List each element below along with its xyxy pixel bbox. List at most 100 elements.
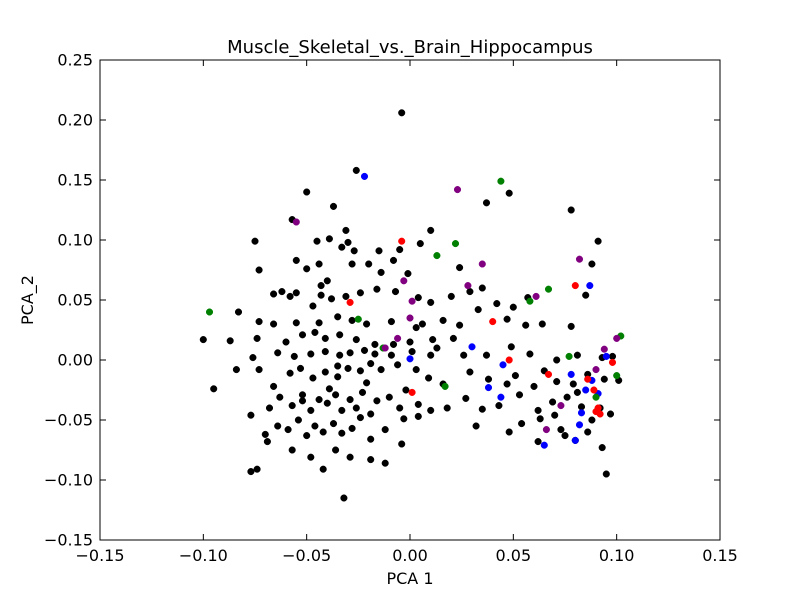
y-axis-label: PCA_2 [18, 275, 38, 325]
point-black [567, 322, 575, 330]
point-blue [582, 386, 590, 394]
point-black [367, 410, 375, 418]
point-black [427, 351, 435, 359]
point-black [427, 298, 435, 306]
point-black [309, 302, 317, 310]
point-green [544, 285, 553, 293]
point-black [414, 294, 422, 302]
point-black [538, 320, 546, 328]
point-black [482, 351, 491, 359]
point-black [522, 321, 530, 329]
point-black [460, 351, 468, 359]
point-black [553, 356, 561, 364]
point-black [462, 394, 470, 402]
point-black [363, 320, 371, 328]
point-black [427, 406, 435, 414]
point-black [573, 351, 581, 359]
point-black [332, 391, 340, 399]
point-black [594, 237, 602, 245]
point-black [557, 426, 565, 434]
point-black [478, 405, 486, 413]
point-black [443, 404, 451, 412]
point-red [590, 386, 598, 394]
point-black [290, 352, 298, 360]
point-black [503, 380, 511, 388]
point-blue [484, 384, 493, 392]
point-purple [575, 255, 584, 263]
point-black [466, 368, 474, 376]
point-purple [400, 277, 408, 285]
point-black [329, 202, 338, 210]
point-black [336, 331, 344, 339]
x-tick-label: 0.10 [599, 546, 635, 565]
point-purple [406, 314, 414, 322]
point-purple [381, 344, 389, 352]
point-blue [497, 393, 505, 401]
point-black [553, 378, 561, 386]
y-tick-label: 0.10 [57, 231, 93, 250]
point-blue [602, 352, 610, 360]
point-black [484, 375, 493, 383]
point-black [334, 313, 342, 321]
point-black [344, 364, 352, 372]
point-black [298, 391, 307, 399]
point-black [323, 277, 331, 285]
point-red [408, 388, 416, 396]
point-black [598, 444, 606, 452]
y-tick-label: −0.10 [44, 471, 93, 490]
point-black [303, 265, 311, 273]
point-blue [577, 409, 586, 417]
point-black [321, 334, 329, 342]
point-black [367, 435, 375, 443]
point-black [427, 226, 435, 234]
point-purple [453, 186, 462, 194]
point-black [536, 415, 544, 423]
point-blue [499, 361, 507, 369]
point-black [551, 411, 559, 419]
y-tick-label: 0.25 [57, 51, 93, 70]
point-black [253, 334, 261, 342]
point-black [298, 331, 307, 339]
point-black [584, 428, 592, 436]
point-black [255, 366, 263, 374]
scatter-points [199, 109, 625, 502]
point-black [247, 468, 255, 476]
point-black [315, 260, 323, 268]
point-black [375, 247, 383, 255]
point-black [315, 396, 323, 404]
point-purple [464, 282, 472, 290]
point-black [588, 260, 596, 268]
point-black [439, 316, 447, 324]
point-black [350, 247, 358, 255]
point-black [303, 432, 311, 440]
point-black [270, 382, 278, 390]
point-black [296, 364, 305, 372]
point-black [416, 240, 424, 248]
point-black [292, 256, 300, 264]
point-black [234, 308, 243, 316]
point-black [298, 397, 307, 405]
x-axis-label: PCA 1 [386, 569, 433, 588]
point-black [567, 206, 575, 214]
point-black [292, 289, 300, 297]
point-black [377, 268, 385, 276]
y-tick-label: 0.15 [57, 171, 93, 190]
point-black [270, 290, 278, 298]
point-black [286, 292, 294, 300]
point-black [515, 391, 524, 399]
point-black [526, 350, 534, 358]
point-black [325, 235, 333, 243]
point-black [588, 416, 596, 424]
point-black [334, 362, 342, 370]
point-black [288, 402, 296, 410]
point-black [319, 428, 327, 436]
point-black [327, 295, 336, 303]
point-black [412, 366, 420, 374]
point-black [365, 260, 373, 268]
point-black [412, 324, 420, 332]
x-tick-label: −0.05 [282, 546, 331, 565]
point-black [505, 189, 513, 197]
point-purple [613, 334, 621, 342]
y-tick-label: 0.20 [57, 111, 93, 130]
